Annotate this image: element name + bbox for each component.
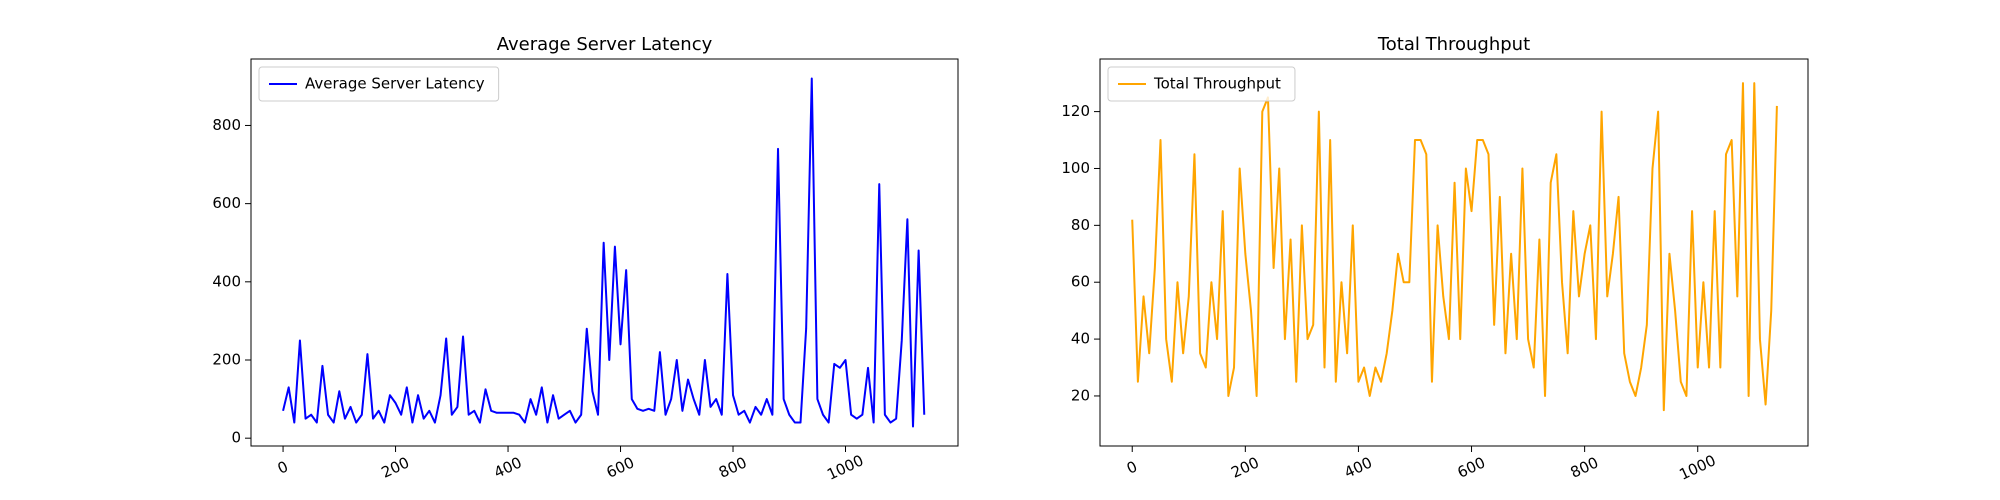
legend-frame <box>1107 66 1296 102</box>
y-tick-label: 0 <box>231 429 241 447</box>
x-tick-label: 0 <box>275 457 291 477</box>
y-tick-label: 60 <box>1071 273 1090 291</box>
x-tick-label: 600 <box>1455 453 1489 481</box>
legend-frame <box>258 66 500 102</box>
chart-title: Total Throughput <box>1377 34 1530 55</box>
x-tick-label: 600 <box>604 453 638 481</box>
legend: Total Throughput <box>1118 75 1281 93</box>
y-tick-label: 120 <box>1061 102 1090 120</box>
y-tick-label: 400 <box>212 272 241 290</box>
x-tick-label: 400 <box>1341 453 1375 481</box>
axes-frame <box>250 58 959 447</box>
x-tick-label: 200 <box>379 453 413 481</box>
axes-frame <box>1099 58 1809 447</box>
x-tick-label: 1000 <box>824 451 866 483</box>
x-tick-label: 800 <box>1568 453 1602 481</box>
series-line <box>1131 82 1778 412</box>
y-tick-label: 600 <box>212 194 241 212</box>
x-tick-label: 0 <box>1124 457 1140 477</box>
x-tick-label: 400 <box>491 453 525 481</box>
x-tick-label: 200 <box>1228 453 1262 481</box>
legend: Average Server Latency <box>269 75 485 93</box>
series-line <box>282 77 926 428</box>
y-tick-label: 100 <box>1061 159 1090 177</box>
y-tick-label: 80 <box>1071 216 1090 234</box>
legend-label: Average Server Latency <box>305 75 485 93</box>
y-tick-label: 200 <box>212 351 241 369</box>
y-tick-label: 20 <box>1071 386 1090 404</box>
legend-label: Total Throughput <box>1153 75 1281 93</box>
x-tick-label: 800 <box>716 453 750 481</box>
y-tick-label: 40 <box>1071 330 1090 348</box>
y-tick-label: 800 <box>212 116 241 134</box>
chart-title: Average Server Latency <box>497 34 713 55</box>
x-tick-label: 1000 <box>1676 451 1718 483</box>
